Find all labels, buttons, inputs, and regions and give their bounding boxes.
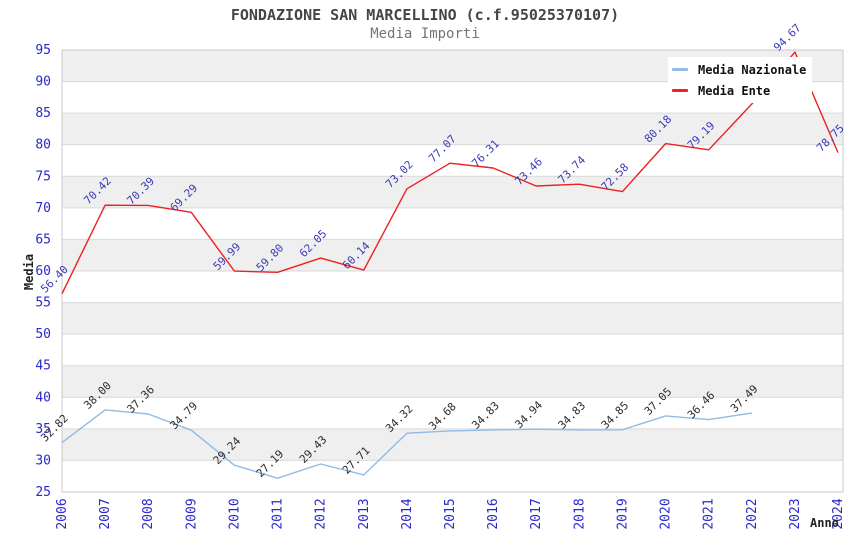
x-axis-title: Anno (810, 516, 839, 530)
y-tick-label: 65 (35, 232, 51, 247)
plot-band (62, 207, 843, 240)
x-tick-label: 2020 (659, 498, 674, 529)
y-tick-label: 40 (35, 390, 51, 405)
series-line-media-ente (61, 51, 839, 295)
x-tick-label: 2008 (141, 498, 156, 529)
x-tick-label: 2024 (831, 498, 846, 529)
x-tick-label: 2019 (615, 498, 630, 529)
y-tick-label: 50 (35, 327, 51, 342)
plot-band (62, 271, 843, 303)
y-tick-label: 45 (35, 359, 51, 374)
plot-band (62, 176, 843, 208)
x-tick-label: 2022 (745, 498, 760, 529)
x-tick-label: 2015 (443, 498, 458, 529)
legend-item-media-ente: Media Ente (672, 84, 812, 98)
y-tick-label: 25 (35, 485, 51, 500)
y-tick-label: 90 (35, 75, 51, 90)
x-tick-label: 2007 (98, 498, 113, 529)
x-tick-label: 2014 (400, 498, 415, 529)
plot-band (62, 113, 843, 145)
x-tick-label: 2012 (314, 498, 329, 529)
y-tick-label: 60 (35, 264, 51, 279)
x-tick-label: 2017 (529, 498, 544, 529)
y-tick-label: 75 (35, 169, 51, 184)
x-tick-label: 2013 (357, 498, 372, 529)
plot-band (62, 302, 843, 335)
plot-border (61, 49, 844, 493)
legend-item-media-nazionale: Media Nazionale (672, 63, 812, 77)
y-tick-label: 30 (35, 453, 51, 468)
chart-title: FONDAZIONE SAN MARCELLINO (c.f.950253701… (230, 6, 620, 24)
x-tick-label: 2021 (702, 498, 717, 529)
x-tick-label: 2018 (572, 498, 587, 529)
plot-band (62, 460, 843, 492)
x-tick-label: 2016 (486, 498, 501, 529)
legend-label-media-nazionale: Media Nazionale (698, 62, 807, 77)
x-tick-label: 2009 (184, 498, 199, 529)
plot-band (62, 365, 843, 398)
legend-label-media-ente: Media Ente (698, 83, 771, 98)
data-point-label: 94.67 (771, 21, 804, 54)
x-tick-label: 2011 (271, 498, 286, 529)
y-tick-label: 85 (35, 106, 51, 121)
plot-band (62, 144, 843, 177)
x-tick-label: 2010 (227, 498, 242, 529)
y-tick-label: 55 (35, 296, 51, 311)
x-tick-label: 2023 (788, 498, 803, 529)
plot-band (62, 428, 843, 461)
y-tick-label: 80 (35, 138, 51, 153)
chart-subtitle: Media Importi (370, 26, 480, 42)
plot-band (62, 397, 843, 429)
y-tick-label: 35 (35, 422, 51, 437)
series-line-media-nazionale (61, 409, 752, 479)
legend: Media Nazionale Media Ente (668, 57, 812, 103)
media-nazionale-line-swatch (672, 68, 688, 71)
y-tick-label: 95 (35, 43, 51, 58)
y-tick-label: 70 (35, 201, 51, 216)
plot-band (62, 334, 843, 366)
y-axis-title: Media (22, 253, 36, 291)
plot-band (62, 239, 843, 271)
media-ente-line-swatch (672, 89, 688, 92)
x-tick-label: 2006 (55, 498, 70, 529)
